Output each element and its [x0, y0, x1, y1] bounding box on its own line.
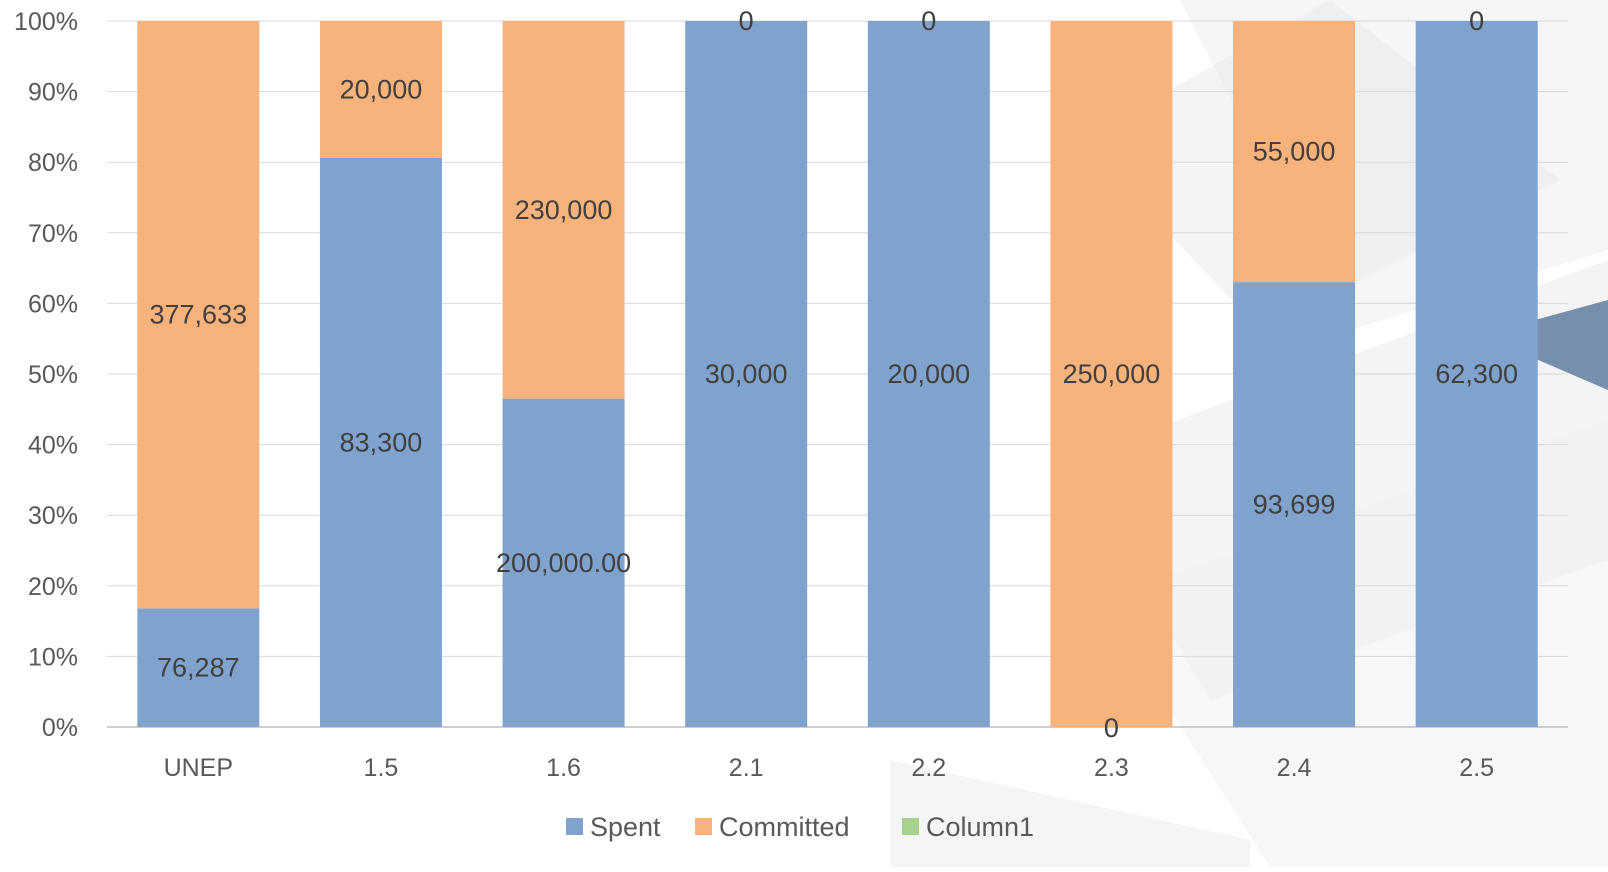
data-labels: 76,287 377,633 83,300 20,000 200,000.00 230,0…	[150, 6, 1518, 743]
data-label-spent: 62,300	[1435, 359, 1518, 389]
bar-committed	[1233, 21, 1356, 283]
y-tick-label: 50%	[28, 361, 78, 389]
legend-swatch-column1	[902, 818, 919, 835]
legend: Spent Committed Column1	[566, 812, 1034, 842]
bar-spent	[867, 21, 990, 727]
bar-committed	[502, 21, 625, 399]
y-tick-label: 40%	[28, 432, 78, 460]
bar-spent	[1415, 21, 1538, 727]
legend-label-spent: Spent	[590, 812, 661, 842]
x-axis: UNEP 1.5 1.6 2.1 2.2 2.3 2.4 2.5	[164, 754, 1494, 782]
bar-committed	[1050, 21, 1173, 727]
bar-spent	[502, 398, 625, 727]
y-tick-label: 30%	[28, 502, 78, 530]
data-label-spent: 20,000	[888, 359, 971, 389]
y-tick-label: 20%	[28, 573, 78, 601]
data-label-committed: 377,633	[150, 300, 248, 330]
data-label-spent: 93,699	[1253, 490, 1336, 520]
data-label-committed: 0	[1469, 6, 1484, 36]
legend-label-column1: Column1	[926, 812, 1034, 842]
bar-committed	[319, 21, 442, 158]
data-label-spent: 200,000.00	[496, 548, 631, 578]
y-tick-label: 60%	[28, 290, 78, 318]
data-label-committed: 230,000	[515, 195, 613, 225]
bar-committed	[137, 21, 260, 609]
data-label-spent: 0	[1104, 713, 1119, 743]
x-tick-label: 1.5	[364, 754, 399, 782]
y-tick-label: 70%	[28, 220, 78, 248]
bar-spent	[1233, 282, 1356, 727]
bar-spent	[137, 608, 260, 727]
x-tick-label: 2.4	[1277, 754, 1312, 782]
bar-spent	[319, 157, 442, 727]
y-tick-label: 10%	[28, 643, 78, 671]
x-tick-label: 2.5	[1459, 754, 1494, 782]
x-tick-label: 2.2	[911, 754, 946, 782]
data-label-spent: 30,000	[705, 359, 788, 389]
data-label-committed: 0	[921, 6, 936, 36]
legend-swatch-spent	[566, 818, 583, 835]
y-tick-label: 80%	[28, 149, 78, 177]
data-label-committed: 20,000	[340, 74, 423, 104]
x-tick-label: 2.1	[729, 754, 764, 782]
y-axis: 0% 10% 20% 30% 40% 50% 60% 70% 80% 90% 100%	[14, 8, 78, 742]
data-label-committed: 0	[739, 6, 754, 36]
y-tick-label: 0%	[42, 714, 78, 742]
bars	[137, 21, 1538, 727]
data-label-committed: 250,000	[1063, 359, 1161, 389]
data-label-committed: 55,000	[1253, 137, 1336, 167]
x-tick-label: UNEP	[164, 754, 233, 782]
y-tick-label: 100%	[14, 8, 78, 36]
y-tick-label: 90%	[28, 79, 78, 107]
bar-spent	[685, 21, 808, 727]
data-label-spent: 76,287	[157, 653, 240, 683]
data-label-spent: 83,300	[340, 427, 423, 457]
legend-label-committed: Committed	[719, 812, 850, 842]
x-tick-label: 2.3	[1094, 754, 1129, 782]
legend-swatch-committed	[695, 818, 712, 835]
x-tick-label: 1.6	[546, 754, 581, 782]
